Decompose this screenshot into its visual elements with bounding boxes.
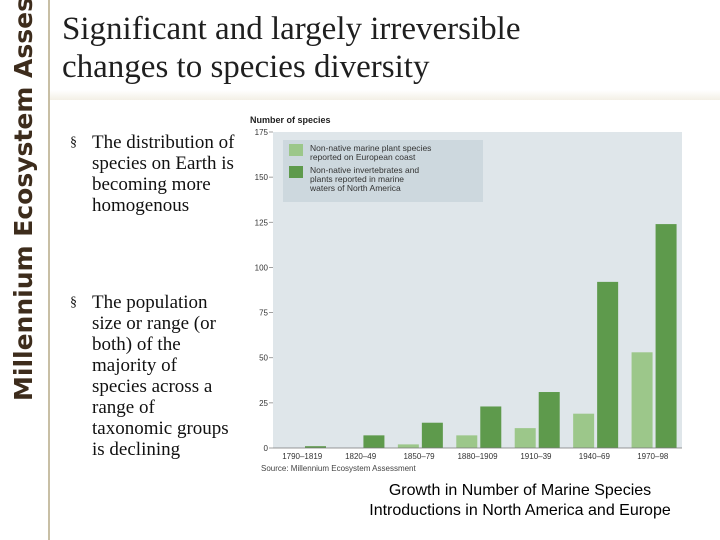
y-tick-label: 100: [255, 263, 269, 272]
bar-north-america-1790–1819: [305, 446, 326, 448]
sidebar-brand: Millennium Ecosystem Assessment: [9, 0, 38, 401]
x-tick-label: 1850–79: [403, 452, 435, 461]
legend-label: waters of North America: [309, 183, 401, 193]
x-tick-label: 1880–1909: [457, 452, 498, 461]
title-line-2: changes to species diversity: [62, 49, 430, 85]
bar-europe-1910–39: [514, 428, 536, 448]
caption-line-2: Introductions in North America and Europ…: [369, 502, 671, 519]
y-tick-label: 175: [255, 128, 269, 137]
legend-label: Non-native marine plant species: [310, 143, 431, 153]
title-band: [50, 0, 720, 100]
bullet-item: § The distribution of species on Earth i…: [70, 132, 235, 216]
y-axis-label: Number of species: [250, 115, 331, 125]
bullet-text: The distribution of species on Earth is …: [92, 132, 235, 216]
bar-europe-1850–79: [397, 444, 419, 448]
bullet-marker: §: [70, 135, 77, 150]
legend-swatch-light: [289, 144, 303, 156]
legend-label: reported on European coast: [310, 152, 416, 162]
bar-north-america-1820–49: [363, 435, 385, 448]
bar-north-america-1880–1909: [480, 406, 502, 448]
legend-swatch-dark: [289, 166, 303, 178]
legend-box: [283, 140, 483, 202]
x-tick-label: 1910–39: [520, 452, 552, 461]
bar-north-america-1970–98: [655, 224, 677, 448]
bullet-text: The population size or range (or both) o…: [92, 292, 229, 460]
page-title: Significant and largely irreversible cha…: [62, 10, 702, 86]
bullet-marker: §: [70, 295, 77, 310]
x-tick-label: 1940–69: [579, 452, 611, 461]
bar-north-america-1910–39: [538, 392, 560, 448]
chart-source: Source: Millennium Ecosystem Assessment: [261, 464, 417, 473]
bullet-item: § The population size or range (or both)…: [70, 292, 235, 460]
bar-north-america-1850–79: [421, 422, 443, 448]
sidebar-brand-area: Millennium Ecosystem Assessment: [0, 0, 48, 403]
caption-line-1: Growth in Number of Marine Species: [388, 482, 652, 499]
y-tick-label: 125: [255, 218, 269, 227]
y-tick-label: 50: [259, 354, 268, 363]
y-tick-label: 150: [255, 173, 269, 182]
bar-north-america-1940–69: [597, 281, 619, 448]
bar-europe-1940–69: [573, 413, 595, 448]
y-tick-label: 25: [259, 399, 268, 408]
bar-europe-1970–98: [631, 352, 653, 448]
y-tick-label: 0: [264, 444, 269, 453]
y-tick-label: 75: [259, 309, 268, 318]
x-tick-label: 1970–98: [637, 452, 669, 461]
bar-chart: Number of species 0 25 50 75 100 125 150 175 Non-…: [250, 115, 682, 473]
bar-europe-1880–1909: [456, 435, 478, 448]
chart-caption: Growth in Number of Marine Species Intro…: [330, 481, 710, 521]
legend-label: plants reported in marine: [310, 174, 404, 184]
x-tick-label: 1820–49: [345, 452, 377, 461]
sidebar: Millennium Ecosystem Assessment: [0, 0, 50, 540]
legend-label: Non-native invertebrates and: [310, 165, 419, 175]
x-tick-label: 1790–1819: [282, 452, 323, 461]
title-line-1: Significant and largely irreversible: [62, 11, 521, 47]
